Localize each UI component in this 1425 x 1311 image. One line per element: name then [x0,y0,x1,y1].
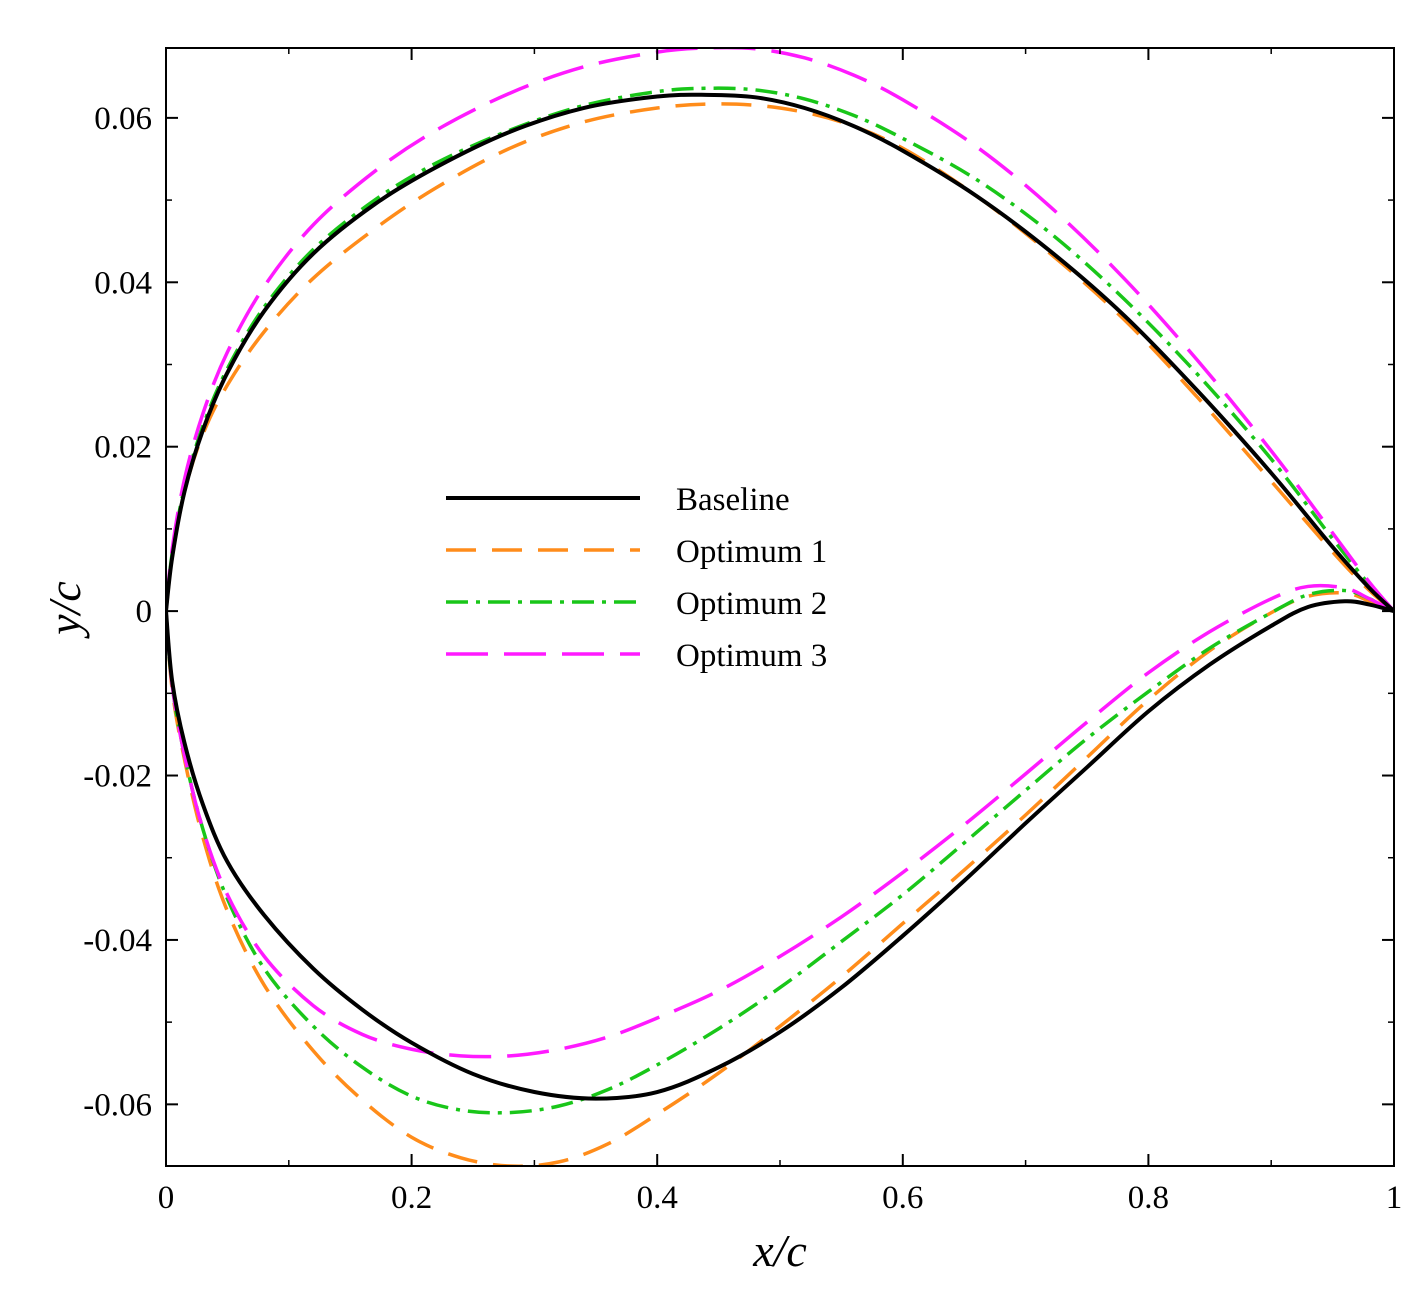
series-optimum-3-upper [166,48,1394,613]
y-tick-label: -0.06 [83,1087,152,1123]
series-baseline-upper [166,92,1394,613]
legend-label-optimum-1: Optimum 1 [676,534,827,570]
y-tick-label: 0.02 [94,430,152,466]
series-optimum-1-lower [166,590,1394,1166]
series-optimum-3-lower [166,583,1394,1059]
legend-label-optimum-3: Optimum 3 [676,638,827,674]
y-tick-label: -0.02 [83,759,152,795]
legend-label-baseline: Baseline [676,482,790,518]
x-axis-title: x/c [752,1225,807,1276]
x-tick-label: 0 [158,1180,175,1216]
series-baseline-lower [166,599,1394,1101]
series-layer [166,48,1394,1166]
x-tick-label: 0.4 [637,1180,678,1216]
y-tick-label: 0 [136,594,153,630]
series-optimum-2-lower [166,588,1394,1115]
legend-label-optimum-2: Optimum 2 [676,586,827,622]
y-tick-label: 0.06 [94,101,152,137]
legend: Baseline Optimum 1 Optimum 2 Optimum 3 [446,482,827,674]
series-optimum-2-upper [166,86,1394,613]
ticks-layer: 0 0.2 0.4 0.6 0.8 1 -0.06 -0.04 -0.02 0 0.02 0.04 0.… [83,48,1402,1216]
y-axis-title: y/c [39,581,90,639]
x-tick-label: 1 [1386,1180,1403,1216]
x-tick-label: 0.6 [882,1180,923,1216]
series-optimum-1-upper [166,102,1394,613]
x-tick-label: 0.2 [391,1180,432,1216]
y-tick-label: -0.04 [83,923,152,959]
x-tick-label: 0.8 [1128,1180,1169,1216]
y-tick-label: 0.04 [94,265,152,301]
